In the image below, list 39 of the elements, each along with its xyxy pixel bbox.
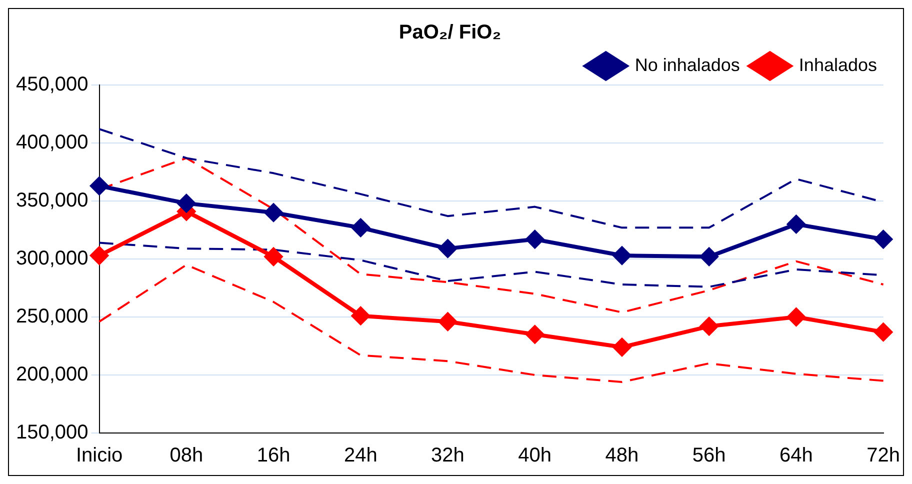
- point: [352, 218, 370, 237]
- x-tick-label: 08h: [170, 444, 204, 467]
- legend-label: No inhalados: [634, 54, 740, 75]
- x-tick-label: 64h: [780, 444, 813, 467]
- point: [787, 215, 806, 234]
- point: [612, 246, 631, 265]
- y-tick-label: 250,000: [16, 306, 88, 328]
- chart-title: PaO₂/ FiO₂: [398, 22, 502, 44]
- y-tick-label: 400,000: [16, 132, 88, 154]
- point: [700, 248, 718, 266]
- point: [700, 317, 718, 336]
- point: [177, 194, 196, 212]
- point: [438, 312, 457, 331]
- x-tick-label: 24h: [344, 444, 378, 467]
- point: [526, 230, 544, 248]
- x-tick-label: 56h: [692, 444, 726, 467]
- x-tick-label: 48h: [605, 444, 639, 467]
- y-tick-label: 150,000: [16, 422, 88, 444]
- point: [90, 176, 108, 195]
- legend-label: Inhalados: [798, 54, 878, 75]
- point: [787, 308, 806, 326]
- y-tick-label: 350,000: [16, 190, 88, 212]
- x-tick-label: 72h: [866, 444, 900, 467]
- x-tick-label: 40h: [518, 444, 552, 467]
- y-tick-label: 200,000: [16, 364, 88, 386]
- y-tick-label: 300,000: [16, 248, 88, 270]
- point: [874, 323, 892, 342]
- point: [526, 325, 544, 344]
- x-tick-label: 32h: [431, 444, 464, 467]
- point: [264, 204, 283, 222]
- point: [612, 338, 631, 356]
- y-tick-label: 450,000: [16, 74, 88, 96]
- x-tick-label: Inicio: [76, 444, 123, 467]
- point: [438, 240, 457, 258]
- x-tick-label: 16h: [256, 444, 290, 467]
- point: [874, 230, 892, 248]
- point: [90, 246, 108, 265]
- point: [352, 306, 370, 325]
- point: [264, 248, 283, 266]
